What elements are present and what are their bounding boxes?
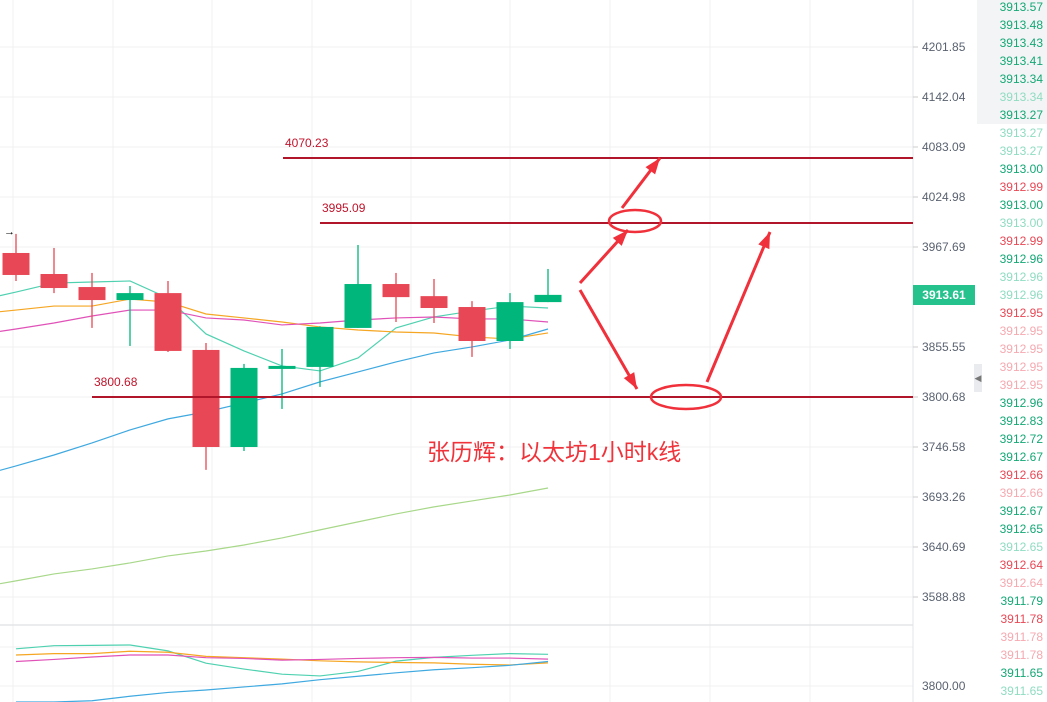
indicator-line (15, 650, 549, 666)
price-level-label: 4070.23 (285, 136, 329, 150)
price-level-label: 3800.68 (94, 375, 138, 389)
ticker-price: 3913.34 (999, 72, 1043, 86)
ticker-price: 3912.95 (999, 306, 1043, 320)
candle-down (420, 296, 448, 309)
candle-down (382, 284, 410, 298)
axis-tick-label: 4201.85 (922, 40, 966, 54)
axis-tick-label: 3588.88 (922, 590, 966, 604)
ticker-price: 3911.65 (1000, 684, 1044, 698)
candle-down (78, 287, 106, 301)
axis-tick-label: 3967.69 (922, 240, 966, 254)
axis-tick-label: 4142.04 (922, 90, 966, 104)
ticker-price: 3912.95 (999, 378, 1043, 392)
candle-down (154, 293, 182, 351)
candle-down (2, 252, 30, 275)
moving-average-line (0, 280, 549, 372)
ticker-price: 3911.79 (1000, 594, 1044, 608)
ticker-price: 3912.99 (999, 180, 1043, 194)
ticker-price: 3912.66 (999, 468, 1043, 482)
ticker-price: 3913.57 (999, 0, 1043, 14)
ticker-price: 3912.83 (999, 414, 1043, 428)
ticker-price: 3912.95 (999, 360, 1043, 374)
moving-average-line (0, 298, 549, 340)
ticker-price: 3912.64 (999, 576, 1043, 590)
arrow-head-icon (758, 232, 770, 250)
arrow-head-icon (612, 230, 628, 246)
ticker-price: 3911.78 (1000, 648, 1044, 662)
arrow-head-icon (645, 158, 660, 175)
axis-tick-label: 3800.68 (922, 390, 966, 404)
ticker-price: 3913.41 (999, 54, 1043, 68)
collapse-panel-handle[interactable]: ◀ (974, 364, 982, 392)
axis-tick-label: 4083.09 (922, 140, 966, 154)
candle-up (306, 326, 334, 367)
ticker-price: 3913.27 (999, 126, 1043, 140)
ticker-price: 3913.27 (999, 108, 1043, 122)
ticker-price: 3912.66 (999, 486, 1043, 500)
candle-up (496, 302, 524, 341)
axis-tick-label: 3746.58 (922, 440, 966, 454)
ticker-price: 3912.96 (999, 252, 1043, 266)
ticker-price: 3912.95 (999, 324, 1043, 338)
moving-average-line (0, 328, 549, 471)
ticker-price: 3912.96 (999, 288, 1043, 302)
trade-ticker-list: 3913.57 3913.48 3913.43 3913.41 3913.34 3913.… (977, 0, 1047, 702)
price-level-label: 3995.09 (322, 201, 366, 215)
candle-down (192, 349, 220, 447)
ticker-price: 3913.00 (999, 216, 1043, 230)
ticker-price: 3913.00 (999, 198, 1043, 212)
ticker-price: 3911.78 (1000, 612, 1044, 626)
current-price-tag: 3913.61 (913, 284, 975, 305)
annotation-arrow (578, 289, 639, 390)
candle-down (40, 274, 68, 289)
ticker-price: 3912.65 (999, 522, 1043, 536)
axis-tick-label: 3693.26 (922, 490, 966, 504)
indicator-line (15, 654, 549, 663)
moving-average-line (0, 309, 549, 333)
candle-up (230, 367, 258, 447)
ticker-price: 3913.00 (999, 162, 1043, 176)
axis-tick-label: 4024.98 (922, 190, 966, 204)
candle-up (116, 293, 144, 301)
annotation-ellipse (649, 383, 723, 411)
indicator-line (15, 644, 549, 677)
ticker-price: 3912.72 (999, 432, 1043, 446)
ticker-highlight (977, 0, 1047, 124)
ticker-price: 3913.48 (999, 18, 1043, 32)
axis-tick-label: 3640.69 (922, 540, 966, 554)
lower-panel-axis-label: 3800.00 (922, 679, 966, 693)
ticker-price: 3912.64 (999, 558, 1043, 572)
ticker-price: 3912.67 (999, 450, 1043, 464)
ticker-price: 3912.67 (999, 504, 1043, 518)
chevron-left-icon: ◀ (974, 373, 982, 383)
annotation-caption: 张历辉：以太坊1小时k线 (427, 439, 682, 465)
candle-down (458, 307, 486, 341)
ticker-price: 3911.78 (1000, 630, 1044, 644)
ticker-price: 3912.96 (999, 270, 1043, 284)
ticker-price: 3913.27 (999, 144, 1043, 158)
ticker-price: 3912.95 (999, 342, 1043, 356)
ticker-price: 3912.65 (999, 540, 1043, 554)
arrow-right-icon: → (4, 226, 15, 238)
arrow-head-icon (623, 372, 637, 389)
candle-up (268, 365, 296, 369)
candle-up (534, 294, 562, 303)
axis-tick-label: 3855.55 (922, 340, 966, 354)
indicator-line (16, 660, 549, 702)
annotation-ellipse (607, 208, 663, 234)
ticker-price: 3913.34 (999, 90, 1043, 104)
annotation-arrow (705, 231, 772, 383)
ticker-price: 3913.43 (999, 36, 1043, 50)
ticker-price: 3912.99 (999, 234, 1043, 248)
ticker-price: 3912.96 (999, 396, 1043, 410)
ticker-price: 3911.65 (1000, 666, 1044, 680)
moving-average-line (0, 487, 549, 585)
candle-up (344, 284, 372, 328)
